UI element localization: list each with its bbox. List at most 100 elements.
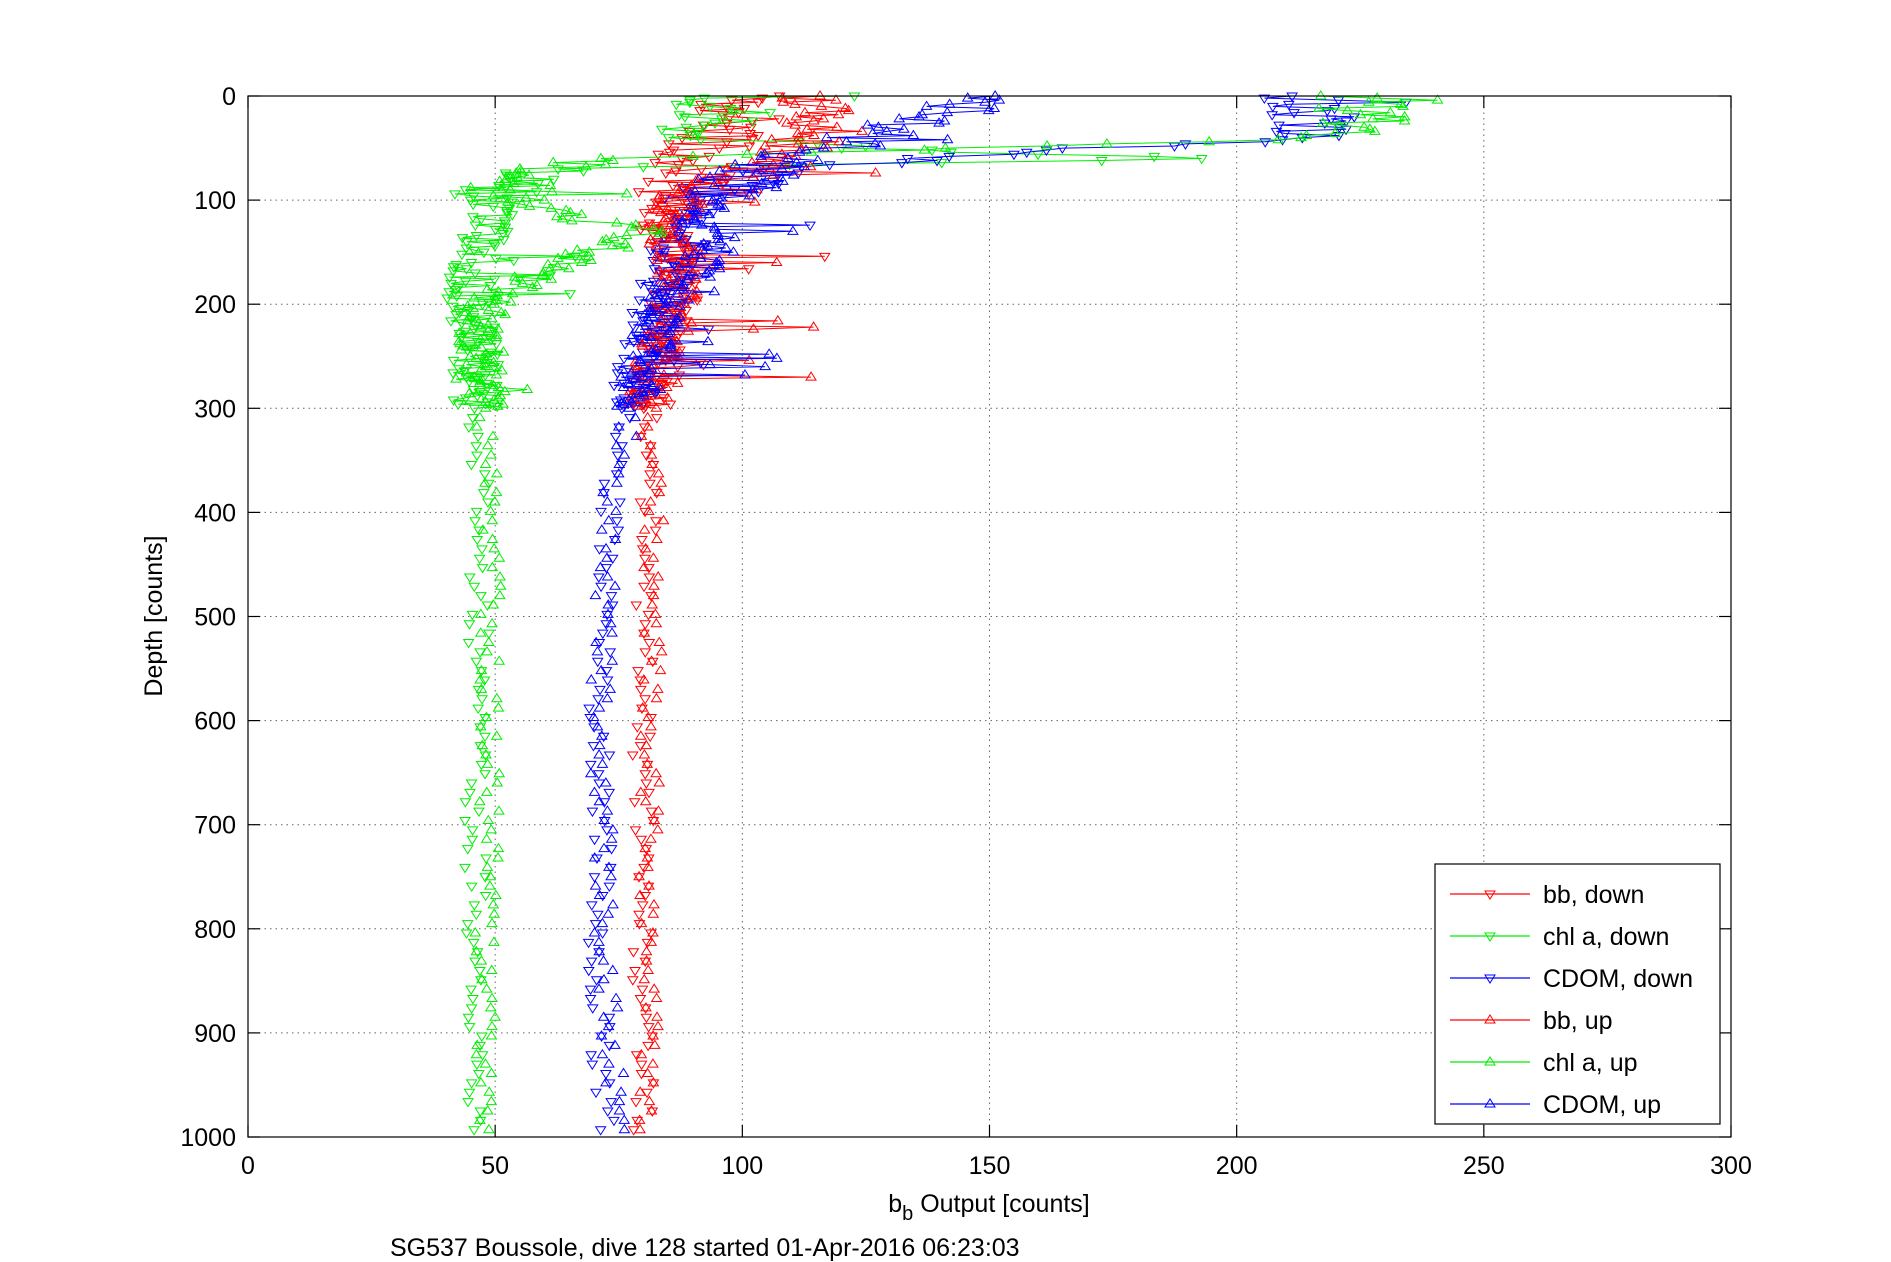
- data-point: [691, 206, 704, 217]
- data-point: [642, 314, 655, 325]
- data-point: [610, 439, 623, 450]
- data-point: [516, 277, 529, 287]
- data-point: [662, 134, 675, 144]
- data-point: [1358, 121, 1371, 131]
- data-point: [807, 321, 820, 331]
- data-point: [615, 461, 628, 471]
- data-point: [714, 235, 726, 246]
- data-point: [450, 373, 462, 383]
- data-point: [628, 798, 641, 808]
- data-point: [482, 325, 495, 335]
- data-point: [606, 964, 619, 974]
- data-point: [639, 795, 652, 806]
- data-point: [657, 214, 670, 225]
- data-point: [486, 992, 498, 1003]
- data-point: [627, 948, 640, 958]
- data-point: [453, 309, 466, 319]
- data-point: [631, 723, 644, 733]
- x-tick-label: 100: [721, 1152, 763, 1180]
- data-point: [804, 221, 816, 232]
- data-point: [602, 599, 615, 609]
- data-point: [659, 298, 672, 308]
- data-point: [472, 685, 485, 696]
- data-point: [482, 629, 495, 640]
- data-point: [601, 692, 614, 703]
- data-point: [638, 749, 651, 759]
- data-point: [759, 360, 772, 371]
- data-point: [584, 713, 597, 724]
- data-point: [729, 158, 742, 169]
- data-point: [632, 387, 645, 398]
- data-point: [639, 620, 652, 630]
- data-point: [747, 117, 759, 127]
- data-point: [1278, 129, 1291, 140]
- data-point: [488, 363, 500, 373]
- data-point: [647, 1030, 660, 1040]
- data-point: [588, 852, 601, 862]
- data-point: [786, 225, 799, 235]
- data-point: [641, 852, 654, 862]
- data-point: [465, 882, 478, 893]
- data-point: [506, 211, 519, 221]
- data-point: [509, 275, 522, 285]
- data-point: [644, 442, 657, 452]
- data-point: [590, 976, 603, 986]
- data-point: [463, 423, 475, 433]
- data-point: [486, 1020, 498, 1031]
- data-point: [465, 259, 478, 269]
- data-point: [582, 938, 595, 949]
- data-point: [1040, 146, 1053, 157]
- data-point: [629, 411, 642, 422]
- data-point: [799, 106, 811, 117]
- data-point: [497, 229, 510, 240]
- data-point: [497, 346, 510, 356]
- data-point: [643, 639, 656, 649]
- data-point: [689, 175, 702, 185]
- data-point: [470, 507, 483, 518]
- y-tick-label: 900: [194, 1020, 236, 1048]
- data-point: [601, 805, 614, 815]
- data-point: [481, 1105, 494, 1115]
- data-point: [606, 823, 619, 834]
- data-point: [463, 620, 476, 630]
- data-point: [639, 891, 652, 902]
- data-point: [473, 795, 486, 806]
- data-point: [790, 156, 803, 167]
- data-point: [634, 498, 647, 508]
- data-point: [673, 346, 686, 356]
- data-point: [694, 252, 707, 262]
- data-point: [625, 221, 638, 231]
- data-point: [790, 110, 803, 121]
- data-point: [470, 1060, 483, 1071]
- data-point: [618, 354, 630, 365]
- data-point: [470, 910, 483, 921]
- data-point: [536, 269, 549, 279]
- legend-marker: [1484, 1014, 1496, 1024]
- data-point: [644, 496, 657, 506]
- data-point: [642, 364, 654, 375]
- data-point: [499, 308, 512, 319]
- data-point: [649, 159, 662, 169]
- data-point: [530, 188, 543, 198]
- data-point: [610, 477, 623, 487]
- data-point: [523, 200, 536, 210]
- data-point: [613, 423, 626, 433]
- data-layer: [441, 90, 1444, 1136]
- data-point: [742, 265, 755, 275]
- data-point: [622, 377, 634, 387]
- data-point: [506, 287, 519, 298]
- data-point: [481, 439, 494, 450]
- data-point: [504, 183, 516, 194]
- data-point: [594, 561, 607, 572]
- data-point: [493, 655, 506, 665]
- data-point: [481, 645, 493, 656]
- data-point: [682, 244, 695, 254]
- data-point: [704, 171, 716, 181]
- data-point: [600, 542, 612, 553]
- data-point: [643, 880, 655, 890]
- data-point: [1272, 133, 1285, 144]
- data-point: [479, 396, 492, 406]
- data-point: [596, 891, 609, 902]
- data-point: [608, 535, 621, 546]
- data-point: [612, 526, 625, 537]
